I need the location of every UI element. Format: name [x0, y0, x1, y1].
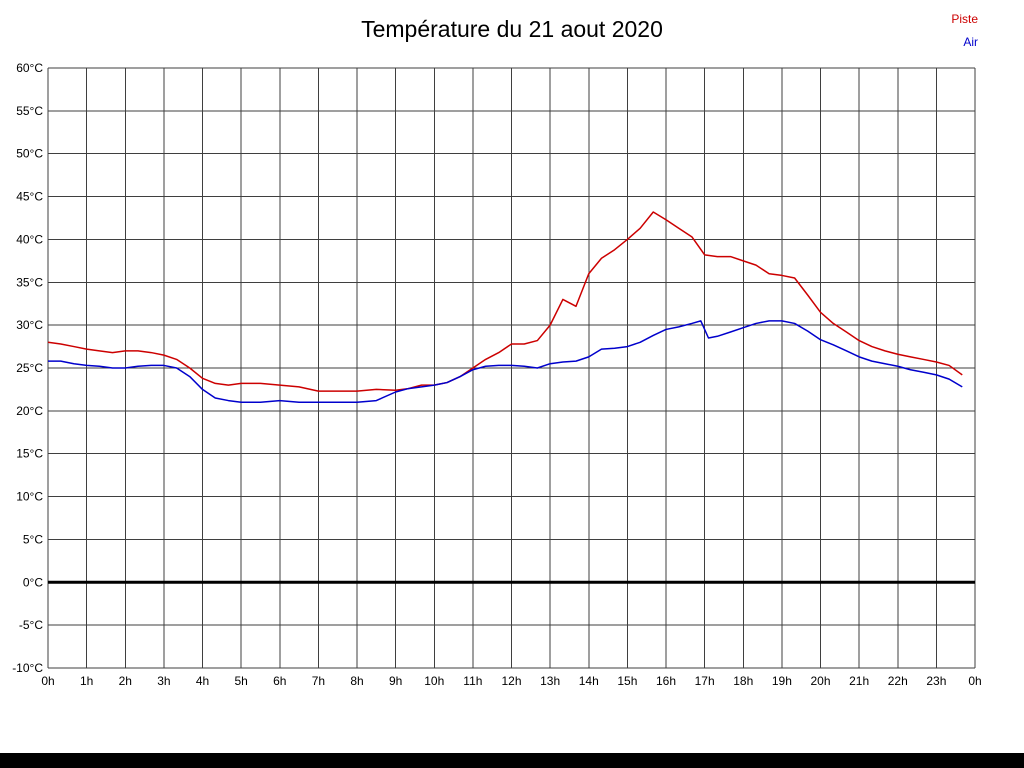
legend-entry-piste: Piste	[951, 12, 978, 26]
legend-entry-air: Air	[963, 35, 978, 49]
x-tick-label: 11h	[463, 674, 482, 688]
x-tick-label: 23h	[926, 674, 946, 688]
series-line-piste	[47, 211, 963, 392]
x-tick-label: 3h	[157, 674, 170, 688]
y-tick-label: 0°C	[23, 575, 43, 589]
bottom-bar	[0, 753, 1024, 768]
x-tick-label: 7h	[312, 674, 325, 688]
y-tick-label: 30°C	[16, 318, 43, 332]
x-tick-label: 1h	[80, 674, 93, 688]
x-tick-label: 22h	[888, 674, 908, 688]
y-tick-label: -5°C	[19, 618, 43, 632]
x-tick-label: 8h	[350, 674, 363, 688]
x-tick-label: 2h	[119, 674, 132, 688]
y-tick-label: 5°C	[23, 532, 43, 546]
x-tick-label: 18h	[733, 674, 753, 688]
y-tick-label: 15°C	[16, 447, 43, 461]
x-tick-label: 19h	[772, 674, 792, 688]
y-tick-label: 55°C	[16, 104, 43, 118]
chart-legend: Piste Air	[951, 12, 978, 58]
x-tick-label: 14h	[579, 674, 599, 688]
x-tick-label: 9h	[389, 674, 402, 688]
series-line-air	[48, 320, 963, 404]
x-tick-label: 13h	[540, 674, 560, 688]
x-tick-label: 0h	[968, 674, 981, 688]
y-tick-label: 60°C	[16, 61, 43, 75]
x-tick-label: 12h	[501, 674, 521, 688]
y-tick-label: 40°C	[16, 232, 43, 246]
y-tick-label: 25°C	[16, 361, 43, 375]
y-tick-label: 35°C	[16, 275, 43, 289]
y-tick-label: 45°C	[16, 190, 43, 204]
y-tick-label: 20°C	[16, 404, 43, 418]
y-tick-label: 50°C	[16, 147, 43, 161]
x-tick-label: 21h	[849, 674, 869, 688]
x-tick-label: 5h	[234, 674, 247, 688]
x-tick-label: 20h	[810, 674, 830, 688]
x-tick-label: 16h	[656, 674, 676, 688]
x-tick-label: 0h	[41, 674, 54, 688]
y-tick-label: 10°C	[16, 490, 43, 504]
temperature-line-chart: 0h 1h 2h 3h 4h 5h 6h 7h 8h 9h 10h 11h 12h 13h 14h 15h 16…	[12, 61, 981, 688]
x-tick-label: 6h	[273, 674, 286, 688]
x-tick-label: 4h	[196, 674, 209, 688]
x-tick-label: 15h	[617, 674, 637, 688]
x-tick-label: 10h	[424, 674, 444, 688]
x-tick-label: 17h	[695, 674, 715, 688]
y-tick-label: -10°C	[12, 661, 43, 675]
chart-title: Température du 21 aout 2020	[361, 16, 663, 42]
